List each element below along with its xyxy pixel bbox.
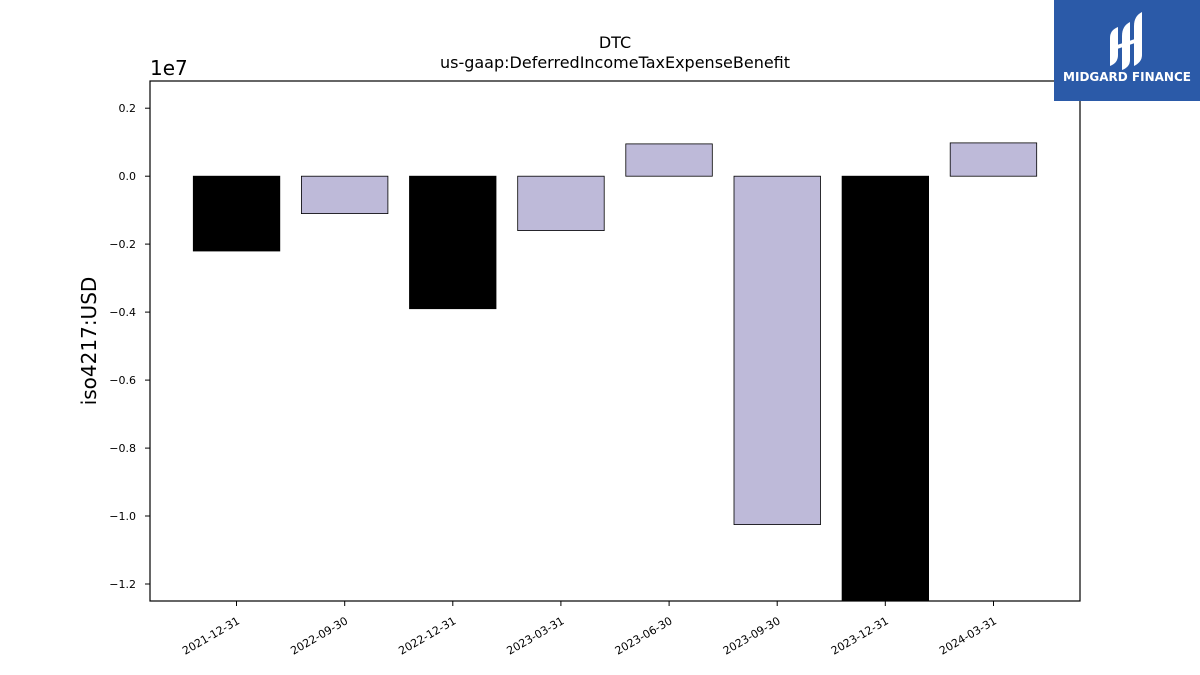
bar-2022-12-31 — [409, 175, 497, 310]
x-tick-label: 2022-09-30 — [288, 614, 350, 657]
y-ticks-group: 0.2 0.0 −0.2 −0.4 −0.6 −0.8 −1.0 −1.2 — [109, 102, 150, 591]
y-tick-label: −1.2 — [109, 578, 136, 591]
bar-2022-09-30 — [300, 175, 389, 214]
bar-2024-03-31 — [949, 142, 1038, 177]
y-tick-label: −0.6 — [109, 374, 136, 387]
x-tick-label: 2024-03-31 — [937, 614, 999, 657]
midgard-logo-icon — [1110, 12, 1142, 70]
x-tick-label: 2021-12-31 — [180, 614, 242, 657]
chart-subtitle: us-gaap:DeferredIncomeTaxExpenseBenefit — [440, 53, 790, 72]
logo-text: MIDGARD FINANCE — [1063, 70, 1191, 84]
bar-2023-03-31 — [517, 175, 605, 231]
bars-group — [192, 142, 1038, 602]
bar-2023-12-31 — [841, 175, 929, 602]
y-tick-label: −0.4 — [109, 306, 136, 319]
y-tick-label: −1.0 — [109, 510, 136, 523]
y-tick-label: −0.8 — [109, 442, 136, 455]
y-axis-offset-label: 1e7 — [150, 56, 188, 80]
y-tick-label: 0.0 — [119, 170, 137, 183]
chart-title: DTC — [599, 33, 631, 52]
y-axis-label: iso4217:USD — [77, 277, 101, 406]
bar-2021-12-31 — [192, 175, 281, 252]
x-ticks-group: 2021-12-31 2022-09-30 2022-12-31 2023-03-31… — [180, 601, 999, 658]
x-tick-label: 2023-12-31 — [829, 614, 891, 657]
midgard-finance-logo: MIDGARD FINANCE — [1054, 0, 1200, 101]
x-tick-label: 2022-12-31 — [396, 614, 458, 657]
x-tick-label: 2023-03-31 — [505, 614, 567, 657]
y-tick-label: 0.2 — [119, 102, 137, 115]
y-tick-label: −0.2 — [109, 238, 136, 251]
x-tick-label: 2023-06-30 — [613, 614, 675, 657]
x-tick-label: 2023-09-30 — [721, 614, 783, 657]
bar-2023-09-30 — [733, 175, 821, 525]
bar-2023-06-30 — [625, 143, 713, 177]
plot-frame — [149, 80, 1081, 602]
